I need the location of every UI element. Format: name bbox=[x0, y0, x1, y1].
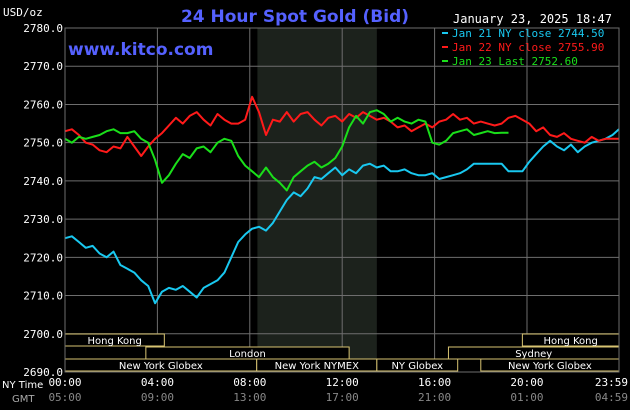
y-tick-label: 2710.0 bbox=[23, 290, 63, 303]
gmt-label: GMT bbox=[12, 394, 35, 405]
x-tick-label-gmt: 01:00 bbox=[510, 391, 543, 404]
y-axis-unit: USD/oz bbox=[3, 6, 43, 19]
market-band-label: Hong Kong bbox=[543, 336, 597, 347]
market-band-label: Sydney bbox=[515, 349, 552, 360]
x-tick-label-ny: 16:00 bbox=[418, 376, 451, 389]
market-band bbox=[376, 358, 459, 372]
series-line bbox=[64, 109, 509, 192]
y-tick-label: 2690.0 bbox=[23, 366, 63, 379]
y-tick-label: 2740.0 bbox=[23, 175, 63, 188]
y-tick-label: 2730.0 bbox=[23, 213, 63, 226]
chart-title: 24 Hour Spot Gold (Bid) bbox=[181, 7, 409, 27]
price-series bbox=[64, 95, 620, 305]
ny-time-label: NY Time bbox=[2, 380, 43, 391]
x-tick-label-ny: 08:00 bbox=[233, 376, 266, 389]
y-tick-label: 2770.0 bbox=[23, 60, 63, 73]
x-tick-label-ny: 20:00 bbox=[510, 376, 543, 389]
x-axis-ticks: 00:00 05:00 04:00 09:00 08:00 13:00 12:00 17:00… bbox=[48, 376, 628, 404]
legend-entry: Jan 22 NY close 2755.90 bbox=[452, 41, 604, 54]
market-band-label: London bbox=[229, 349, 266, 360]
x-tick-label-gmt: 13:00 bbox=[233, 391, 266, 404]
x-tick-label-gmt: 09:00 bbox=[141, 391, 174, 404]
x-tick-label-gmt: 05:00 bbox=[48, 391, 81, 404]
x-tick-label-gmt: 21:00 bbox=[418, 391, 451, 404]
series-line bbox=[64, 95, 619, 157]
y-tick-label: 2780.0 bbox=[23, 22, 63, 35]
x-tick-label-ny: 00:00 bbox=[48, 376, 81, 389]
x-tick-label-gmt: 17:00 bbox=[326, 391, 359, 404]
plot-frame bbox=[64, 27, 620, 373]
market-band-label: Hong Kong bbox=[87, 336, 141, 347]
x-tick-label-gmt: 04:59 bbox=[595, 391, 628, 404]
y-tick-label: 2700.0 bbox=[23, 328, 63, 341]
x-tick-label-ny: 23:59 bbox=[595, 376, 628, 389]
y-tick-label: 2750.0 bbox=[23, 137, 63, 150]
y-tick-label: 2720.0 bbox=[23, 251, 63, 264]
y-tick-label: 2760.0 bbox=[23, 98, 63, 111]
legend-entry: Jan 21 NY close 2744.50 bbox=[452, 27, 604, 40]
y-axis-ticks: 2780.0 2770.0 2760.0 2750.0 2740.0 2730.0 2720… bbox=[23, 22, 63, 379]
market-band-label: New York NYMEX bbox=[275, 361, 360, 372]
market-band-label: New York Globex bbox=[119, 361, 203, 372]
series-line bbox=[64, 128, 620, 305]
kitco-watermark: www.kitco.com bbox=[68, 40, 213, 60]
market-band-label: NY Globex bbox=[391, 361, 443, 372]
legend-entry: Jan 23 Last 2752.60 bbox=[452, 55, 578, 68]
x-tick-label-ny: 04:00 bbox=[141, 376, 174, 389]
chart-timestamp: January 23, 2025 18:47 bbox=[453, 12, 612, 26]
market-band-label: New York Globex bbox=[508, 361, 592, 372]
x-tick-label-ny: 12:00 bbox=[326, 376, 359, 389]
nymex-session-shade bbox=[257, 28, 377, 372]
